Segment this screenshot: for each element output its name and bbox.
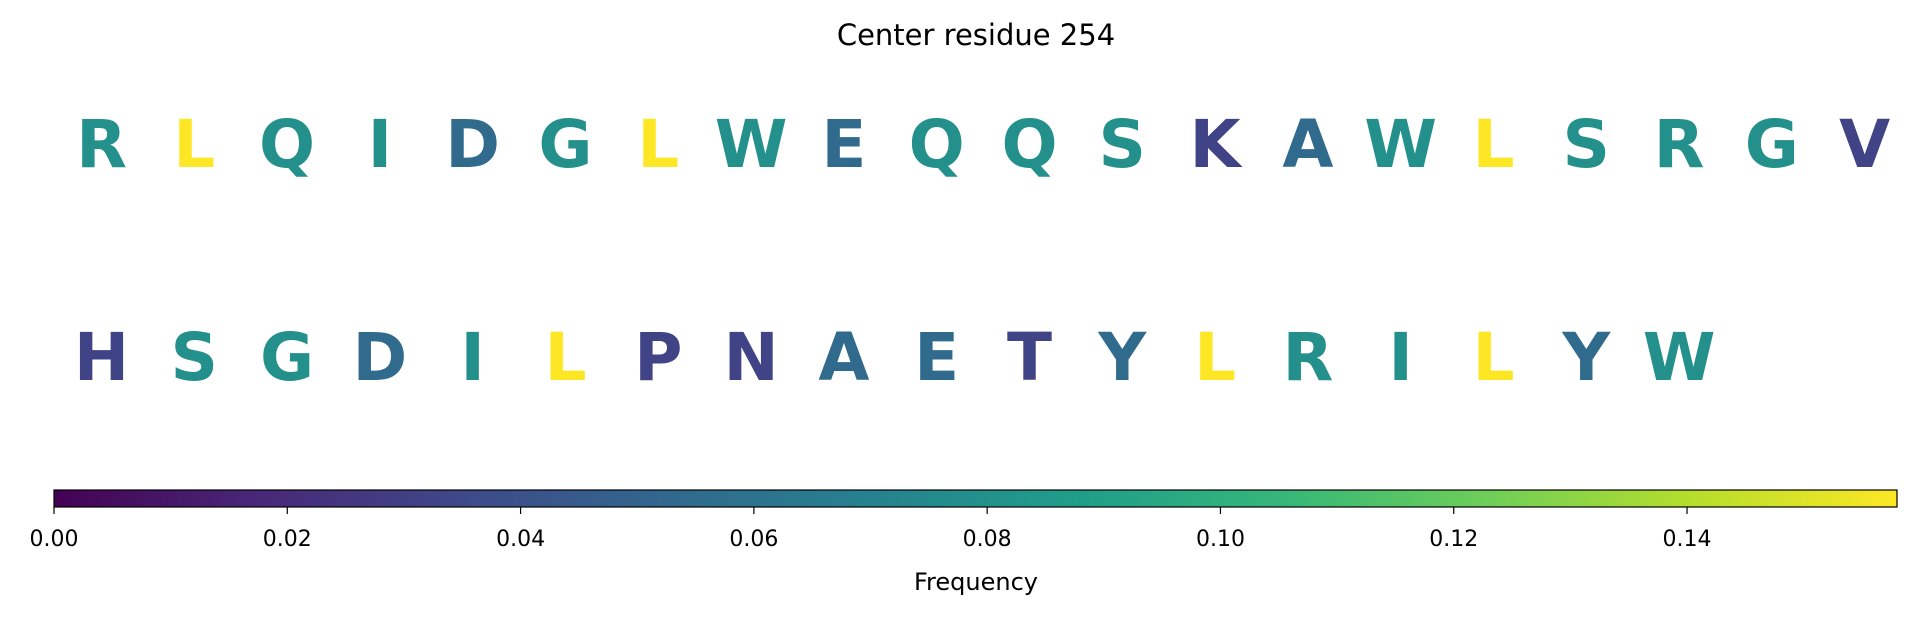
residue: Q (1001, 106, 1057, 183)
residue: R (76, 106, 127, 183)
residue: D (445, 106, 500, 183)
residue: Y (1561, 319, 1611, 396)
colorbar-label: Frequency (914, 568, 1038, 596)
colorbar (53, 489, 1898, 508)
residue: W (1643, 319, 1716, 396)
residue: W (715, 106, 788, 183)
residue: L (173, 106, 215, 183)
residue: S (1099, 106, 1147, 183)
residue: E (914, 319, 959, 396)
tick-label: 0.10 (1196, 527, 1245, 552)
residue: I (460, 319, 485, 396)
residue: G (1745, 106, 1799, 183)
residue: A (818, 319, 869, 396)
residue: I (1388, 319, 1413, 396)
residue: I (368, 106, 393, 183)
residue: G (260, 319, 314, 396)
residue: L (544, 319, 586, 396)
residue: K (1190, 106, 1244, 183)
residue: V (1839, 106, 1890, 183)
residue: A (1282, 106, 1333, 183)
tick-label: 0.04 (496, 527, 545, 552)
tick-label: 0.06 (729, 527, 778, 552)
residue: S (171, 319, 219, 396)
residue: Q (259, 106, 315, 183)
tick-label: 0.14 (1663, 527, 1712, 552)
residue: E (821, 106, 866, 183)
residue: L (637, 106, 679, 183)
residue: N (723, 319, 778, 396)
tick-label: 0.02 (263, 527, 312, 552)
residue: P (634, 319, 682, 396)
residue: L (1472, 319, 1514, 396)
residue: Y (1097, 319, 1147, 396)
residue: L (1194, 319, 1236, 396)
residue: L (1472, 106, 1514, 183)
tick-label: 0.00 (30, 527, 79, 552)
residue: Q (909, 106, 965, 183)
residue: R (1282, 319, 1333, 396)
residue: W (1364, 106, 1437, 183)
residue: G (538, 106, 592, 183)
residue: S (1563, 106, 1611, 183)
residue: H (74, 319, 129, 396)
tick-label: 0.08 (963, 527, 1012, 552)
residue: R (1654, 106, 1705, 183)
residue: T (1007, 319, 1052, 396)
tick-label: 0.12 (1429, 527, 1478, 552)
residue: D (353, 319, 408, 396)
chart-title: Center residue 254 (837, 18, 1115, 52)
